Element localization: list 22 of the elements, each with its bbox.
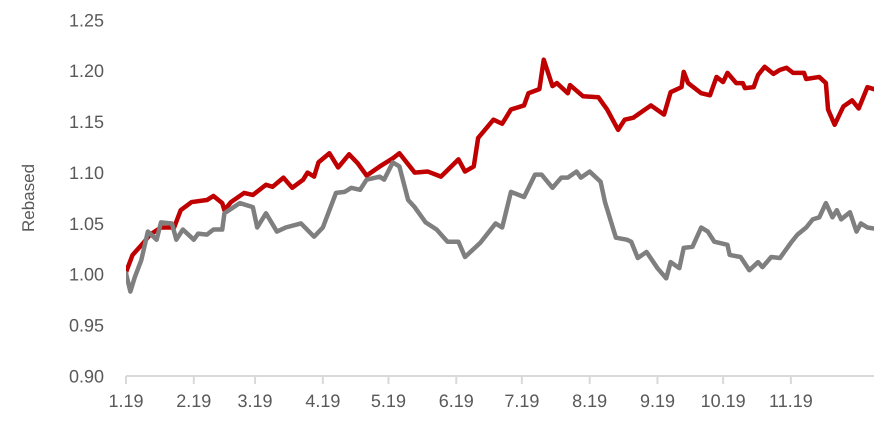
y-tick-label: 1.25 [68, 10, 104, 30]
x-tick-label: 8.19 [572, 390, 608, 411]
y-axis-title: Rebased [19, 164, 38, 232]
y-tick-label: 1.15 [68, 112, 104, 132]
x-tick-label: 7.19 [504, 390, 540, 411]
x-tick-label: 6.19 [438, 390, 474, 411]
x-tick-label: 3.19 [238, 390, 273, 411]
x-tick-label: 4.19 [305, 390, 340, 411]
x-tick-label: 11.19 [769, 390, 813, 411]
y-tick-label: 0.95 [68, 316, 104, 336]
y-tick-label: 0.90 [68, 366, 104, 386]
x-tick-label: 5.19 [370, 390, 406, 411]
x-tick-label: 2.19 [176, 390, 212, 411]
line-series [126, 160, 874, 294]
x-tick-label: 1.19 [108, 390, 144, 411]
line-series [126, 57, 874, 274]
y-tick-label: 1.00 [68, 264, 104, 285]
x-tick-label: 9.19 [640, 390, 675, 411]
y-tick-label: 1.20 [68, 61, 104, 82]
x-tick-label: 10.19 [700, 390, 746, 411]
y-tick-label: 1.10 [68, 162, 104, 183]
y-tick-label: 1.05 [68, 214, 104, 234]
